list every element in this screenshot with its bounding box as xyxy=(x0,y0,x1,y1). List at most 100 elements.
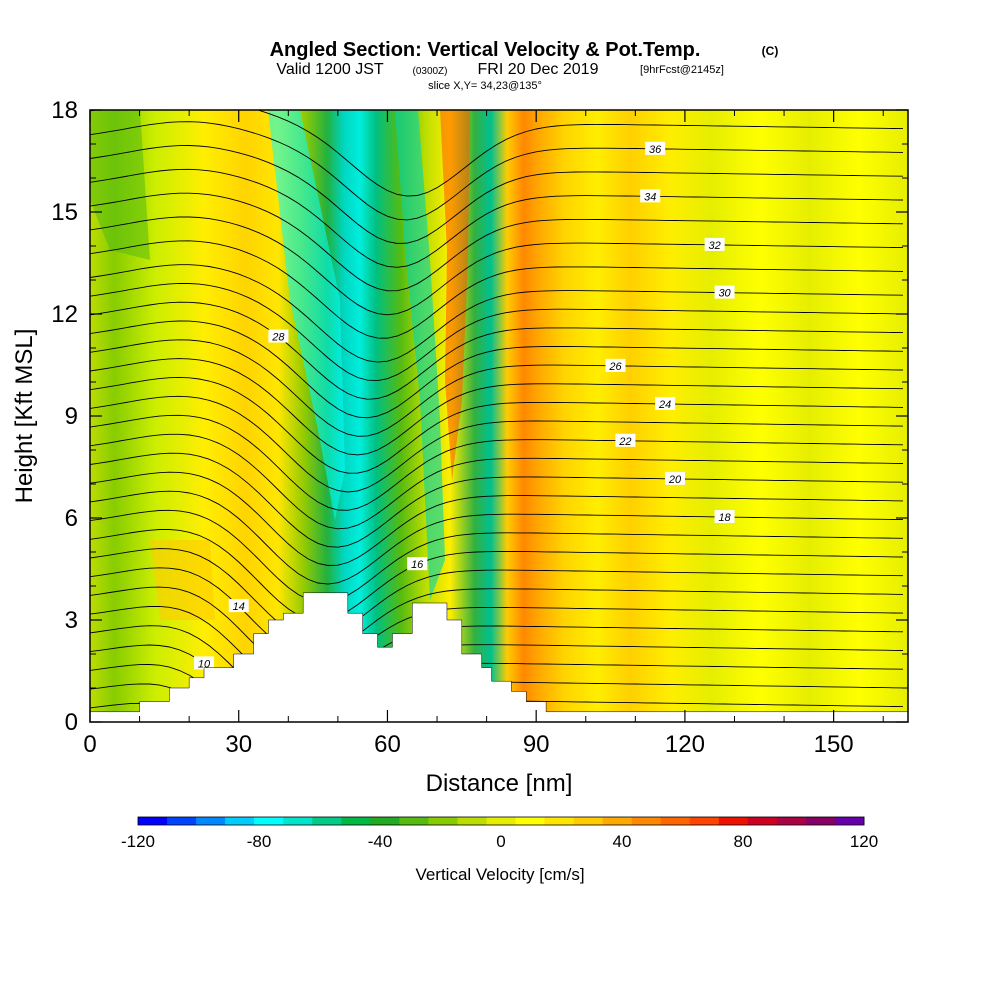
contour-label: 22 xyxy=(618,436,631,448)
x-tick-label: 90 xyxy=(523,731,550,758)
y-tick-label: 6 xyxy=(65,505,78,532)
y-tick-label: 0 xyxy=(65,709,78,736)
theta-contour xyxy=(90,192,904,292)
theta-contour xyxy=(90,452,904,548)
y-tick-label: 15 xyxy=(51,199,78,226)
theta-contour xyxy=(90,567,904,658)
theta-contour xyxy=(90,240,904,339)
colorbar-swatch xyxy=(631,817,662,825)
theta-contour xyxy=(90,433,904,530)
colorbar-swatch xyxy=(457,817,487,825)
contour-label: 20 xyxy=(668,474,682,486)
colorbar: -120 -80 -40 0 40 80 120 xyxy=(121,816,878,851)
contour-label: 28 xyxy=(271,332,285,344)
colorbar-tick-label: -120 xyxy=(121,832,155,851)
chart-title: Angled Section: Vertical Velocity & Pot.… xyxy=(270,39,701,61)
contour-label: 14 xyxy=(233,601,245,613)
colorbar-swatch xyxy=(834,817,865,825)
theta-contour xyxy=(90,145,904,244)
colorbar-tick-label: 120 xyxy=(850,832,878,851)
downdraft-core-central xyxy=(395,110,445,600)
colorbar-swatch xyxy=(544,817,575,825)
theta-contour xyxy=(90,216,904,316)
theta-contour xyxy=(90,490,904,585)
contour-label: 32 xyxy=(709,240,721,252)
colorbar-swatch xyxy=(689,817,720,825)
colorbar-swatch xyxy=(370,817,400,825)
theta-contour xyxy=(90,376,904,474)
colorbar-swatch xyxy=(776,817,807,825)
colorbar-tick-label: -80 xyxy=(247,832,272,851)
colorbar-frame xyxy=(137,816,865,826)
colorbar-swatch xyxy=(660,817,691,825)
theta-contour xyxy=(90,168,904,268)
y-tick-label: 9 xyxy=(65,403,78,430)
colorbar-swatch xyxy=(718,817,749,825)
colorbar-swatch xyxy=(602,817,633,825)
colorbar-swatch xyxy=(515,817,546,825)
colorbar-tick-label: 0 xyxy=(496,832,505,851)
theta-contour xyxy=(90,121,904,221)
contour-label-bg xyxy=(704,237,725,251)
x-axis: 0 30 60 90 120 150 xyxy=(83,110,884,758)
contour-label-bg xyxy=(407,557,428,571)
velocity-field xyxy=(90,110,908,722)
colorbar-swatch xyxy=(138,817,168,825)
theta-contour xyxy=(90,471,904,566)
contour-label-bg xyxy=(615,433,636,447)
x-tick-label: 0 xyxy=(83,731,96,758)
colorbar-swatch xyxy=(747,817,778,825)
terrain xyxy=(89,592,909,723)
x-tick-label: 120 xyxy=(665,731,705,758)
contour-label-bg xyxy=(714,510,735,524)
contour-label-bg xyxy=(268,329,289,343)
theta-contour xyxy=(90,414,904,511)
valid-time: Valid 1200 JST xyxy=(276,61,384,78)
colorbar-swatch xyxy=(341,817,371,825)
contour-label: 18 xyxy=(718,512,731,524)
x-tick-label: 150 xyxy=(814,731,854,758)
colorbar-tick-label: 80 xyxy=(734,832,753,851)
colorbar-swatch xyxy=(399,817,429,825)
slice-info: slice X,Y= 34,23@135° xyxy=(428,80,542,92)
contour-label: 24 xyxy=(658,399,671,411)
updraft-core xyxy=(440,110,470,480)
theta-contour-labels: 1012141618202224262830323436 xyxy=(194,141,735,686)
theta-contour xyxy=(90,358,904,456)
contour-label: 26 xyxy=(608,361,622,373)
contour-label-bg xyxy=(655,396,676,410)
contour-label: 16 xyxy=(411,559,424,571)
theta-contour xyxy=(90,110,904,197)
contour-label-bg xyxy=(194,656,215,670)
colorbar-swatch xyxy=(254,817,284,825)
colorbar-swatch xyxy=(283,817,313,825)
theta-contour xyxy=(90,625,904,713)
y-tick-label: 12 xyxy=(51,301,78,328)
x-tick-label: 30 xyxy=(225,731,252,758)
y-axis-label: Height [Kft MSL] xyxy=(11,329,38,504)
theta-contour xyxy=(90,395,904,493)
valid-date: FRI 20 Dec 2019 xyxy=(478,61,599,78)
x-axis-label: Distance [nm] xyxy=(426,770,573,797)
theta-contour xyxy=(90,320,904,419)
contour-label-bg xyxy=(664,471,685,485)
colorbar-tick-label: -40 xyxy=(368,832,393,851)
theta-contour xyxy=(90,264,904,363)
colorbar-label: Vertical Velocity [cm/s] xyxy=(415,865,584,884)
colorbar-swatch xyxy=(312,817,342,825)
valid-utc: (0300Z) xyxy=(412,66,447,77)
chart-title-unit: (C) xyxy=(762,44,779,58)
colorbar-swatch xyxy=(805,817,836,825)
theta-contour xyxy=(90,282,904,382)
chart-header: Angled Section: Vertical Velocity & Pot.… xyxy=(270,39,779,92)
contour-label-bg xyxy=(640,189,661,203)
contour-label-bg xyxy=(645,141,666,155)
colorbar-swatch xyxy=(573,817,604,825)
y-tick-label: 18 xyxy=(51,97,78,124)
colorbar-swatch xyxy=(196,817,226,825)
theta-contour xyxy=(90,339,904,437)
x-tick-label: 60 xyxy=(374,731,401,758)
theta-contour xyxy=(90,548,904,640)
